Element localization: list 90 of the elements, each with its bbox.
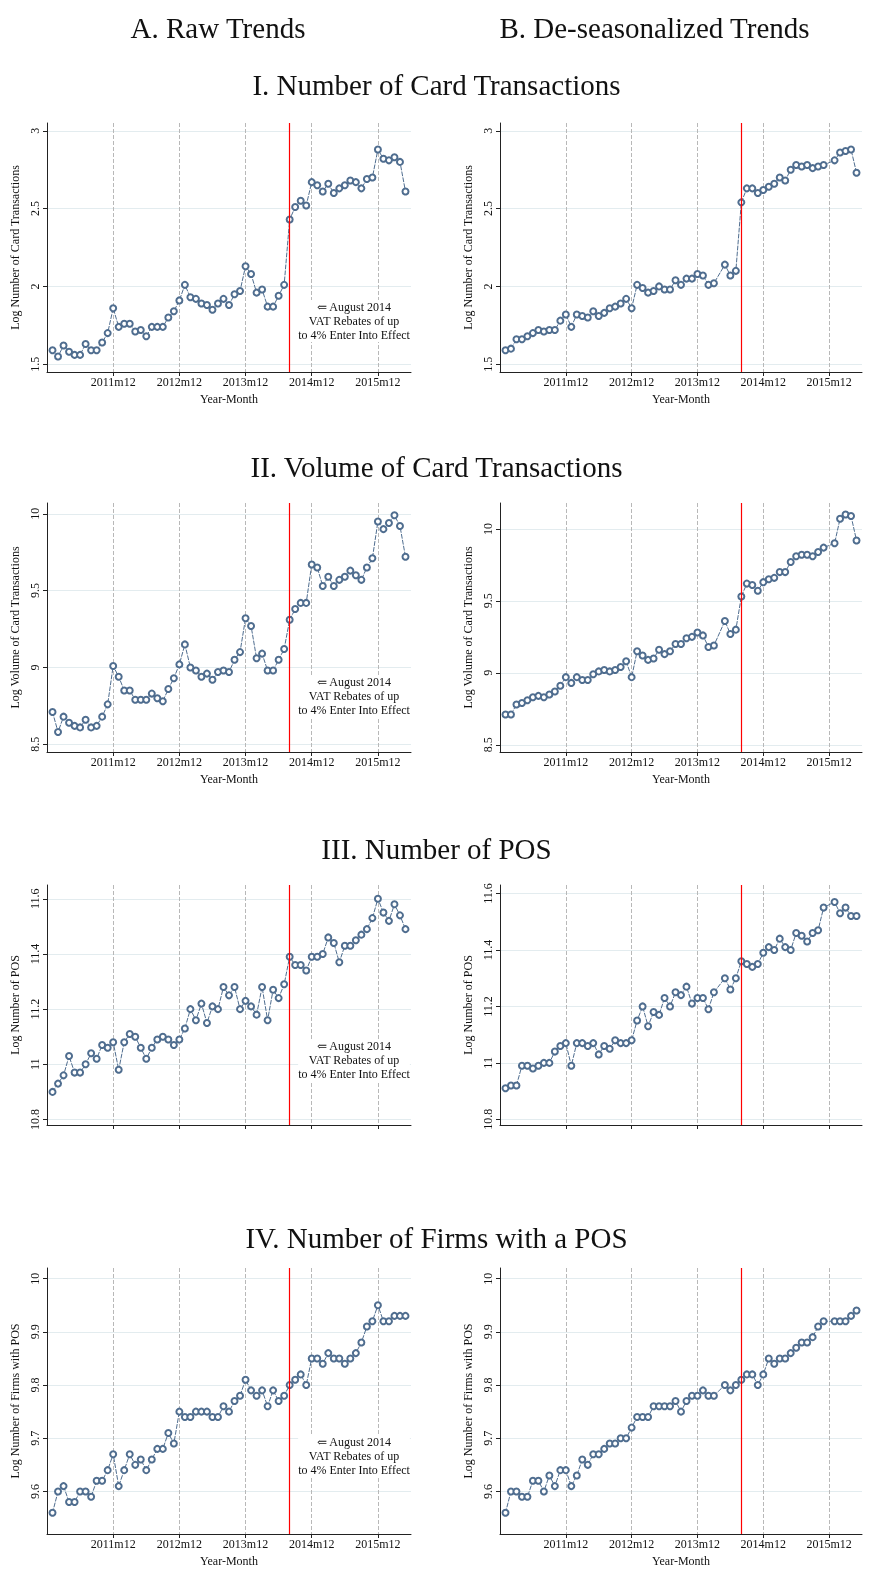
y-tick-label: 2.5 [481,201,495,217]
x-tick-label: 2013m12 [222,1537,269,1551]
y-tick-label: 9.8 [481,1377,495,1393]
x-tick-label: 2014m12 [289,375,335,389]
x-tick-label: 2015m12 [806,375,852,389]
chart-title: I. Number of Card Transactions [251,68,622,103]
x-tick-label: 2013m12 [674,375,721,389]
x-tick-label: 2015m12 [806,1537,852,1551]
y-tick-label: 2 [28,283,42,290]
x-axis-title: Year-Month [652,391,710,406]
x-tick-label: 2013m12 [222,375,269,389]
y-tick-label: 11.4 [28,943,42,965]
x-tick-label: 2013m12 [222,755,269,769]
x-tick-label: 2011m12 [90,375,136,389]
y-tick-label: 10 [28,507,42,520]
ref-line-label: ⇐ August 2014 VAT Rebates of up to 4% Enter Into Effect [298,1435,411,1477]
x-tick-label: 2012m12 [608,1537,655,1551]
y-tick-label: 10 [481,522,495,535]
x-tick-label: 2012m12 [156,755,203,769]
x-tick-label: 2013m12 [674,755,721,769]
y-tick-label: 9.6 [28,1483,42,1499]
y-tick-label: 11.2 [481,996,495,1017]
y-axis-title: Log Number of POS [461,955,475,1055]
x-tick-label: 2014m12 [740,375,786,389]
x-tick-label: 2015m12 [355,375,401,389]
x-tick-label: 2011m12 [543,1537,589,1551]
y-tick-label: 9.5 [481,593,495,609]
x-tick-label: 2012m12 [156,1537,203,1551]
y-axis-title: Log Number of POS [8,955,22,1055]
y-tick-label: 9.5 [28,583,42,599]
y-tick-label: 11.6 [481,883,495,904]
x-tick-label: 2014m12 [740,1537,786,1551]
x-axis-title: Year-Month [200,391,258,406]
y-axis-title: Log Volume of Card Transactions [8,546,22,709]
y-tick-label: 1.5 [28,356,42,372]
y-tick-label: 9.7 [481,1430,495,1446]
chart-title: IV. Number of Firms with a POS [244,1221,629,1256]
text: B. De-seasonalized Trends [498,11,811,46]
y-tick-label: 9.9 [481,1324,495,1340]
x-axis-title: Year-Month [652,771,710,786]
y-tick-label: 1.5 [481,356,495,372]
x-tick-label: 2015m12 [806,755,852,769]
text: A. Raw Trends [129,11,307,46]
y-tick-label: 3 [28,127,42,134]
y-tick-label: 11.6 [28,888,42,910]
y-tick-label: 9 [28,664,42,671]
x-tick-label: 2011m12 [543,375,589,389]
x-tick-label: 2014m12 [740,755,786,769]
chart-title: II. Volume of Card Transactions [249,450,624,485]
chart-title: III. Number of POS [320,832,553,867]
y-tick-label: 10 [28,1272,42,1285]
x-tick-label: 2013m12 [674,1537,721,1551]
ref-line-label: ⇐ August 2014 VAT Rebates of up to 4% Enter Into Effect [298,1039,411,1081]
x-tick-label: 2011m12 [90,755,136,769]
x-tick-label: 2011m12 [543,755,589,769]
y-tick-label: 11.2 [28,998,42,1020]
y-tick-label: 11 [28,1058,42,1071]
y-tick-label: 10.8 [481,1108,495,1130]
y-tick-label: 9.7 [28,1430,42,1446]
ref-line-label: ⇐ August 2014 VAT Rebates of up to 4% Enter Into Effect [298,300,411,342]
y-tick-label: 8.5 [28,736,42,752]
y-tick-label: 3 [481,127,495,134]
y-tick-label: 11.4 [481,939,495,961]
x-tick-label: 2012m12 [608,755,655,769]
x-tick-label: 2014m12 [289,755,335,769]
y-tick-label: 2 [481,283,495,290]
y-tick-label: 9.8 [28,1377,42,1393]
y-tick-label: 11 [481,1057,495,1069]
x-tick-label: 2012m12 [608,375,655,389]
x-tick-label: 2012m12 [156,375,203,389]
x-axis-title: Year-Month [652,1553,710,1568]
y-tick-label: 9.6 [481,1483,495,1499]
y-axis-title: Log Volume of Card Transactions [461,546,475,709]
y-tick-label: 2.5 [28,201,42,217]
y-tick-label: 9.9 [28,1324,42,1340]
y-tick-label: 10 [481,1272,495,1285]
x-tick-label: 2014m12 [289,1537,335,1551]
x-tick-label: 2015m12 [355,755,401,769]
y-tick-label: 9 [481,669,495,676]
x-axis-title: Year-Month [200,771,258,786]
y-axis-title: Log Number of Card Transactions [8,164,22,330]
y-tick-label: 10.8 [28,1108,42,1130]
y-tick-label: 8.5 [481,737,495,753]
y-axis-title: Log Number of Firms with POS [461,1323,475,1479]
ref-line-label: ⇐ August 2014 VAT Rebates of up to 4% Enter Into Effect [298,675,411,717]
x-axis-title: Year-Month [200,1553,258,1568]
x-tick-label: 2011m12 [90,1537,136,1551]
y-axis-title: Log Number of Card Transactions [461,164,475,330]
x-tick-label: 2015m12 [355,1537,401,1551]
y-axis-title: Log Number of Firms with POS [8,1323,22,1479]
